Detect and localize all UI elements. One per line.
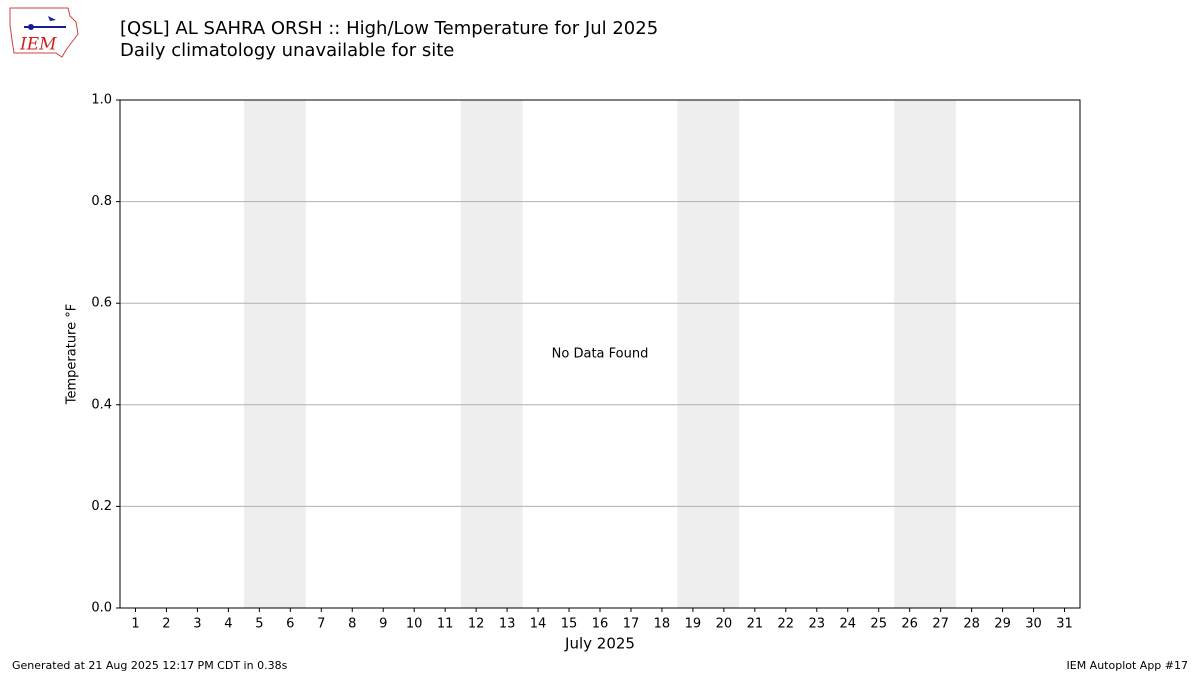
x-tick-label: 28 [963,617,980,632]
x-tick-label: 21 [747,617,764,632]
x-tick-label: 30 [1025,617,1042,632]
logo: IEM [9,7,79,58]
footer-right: IEM Autoplot App #17 [1067,659,1189,672]
x-tick-label: 19 [685,617,702,632]
weekend-band [243,100,306,608]
y-tick-label: 0.8 [91,194,112,209]
weekend-band [894,100,957,608]
x-tick-label: 23 [809,617,826,632]
x-axis-label: July 2025 [564,635,635,653]
x-tick-label: 14 [530,617,547,632]
logo-text: IEM [19,35,57,55]
x-tick-label: 1 [131,617,139,632]
logo-dot [28,24,34,30]
x-tick-label: 13 [499,617,516,632]
y-tick-label: 1.0 [91,93,112,108]
chart-subtitle: Daily climatology unavailable for site [120,40,454,61]
x-tick-label: 27 [932,617,949,632]
y-tick-label: 0.0 [91,601,112,616]
x-tick-label: 16 [592,617,609,632]
y-tick-label: 0.4 [91,397,112,412]
x-tick-label: 2 [162,617,170,632]
x-tick-label: 11 [437,617,454,632]
x-tick-label: 15 [561,617,578,632]
weekend-band [460,100,523,608]
x-tick-label: 12 [468,617,485,632]
x-tick-label: 24 [839,617,856,632]
y-tick-label: 0.2 [91,499,112,514]
x-tick-label: 4 [224,617,232,632]
x-tick-label: 31 [1056,617,1073,632]
x-tick-label: 17 [623,617,640,632]
x-tick-label: 18 [654,617,671,632]
x-tick-label: 3 [193,617,201,632]
x-tick-label: 6 [286,617,294,632]
x-tick-label: 8 [348,617,356,632]
x-tick-label: 20 [716,617,733,632]
chart-title: [QSL] AL SAHRA ORSH :: High/Low Temperat… [120,18,658,39]
logo-outline [9,7,79,58]
x-tick-label: 29 [994,617,1011,632]
logo-flag [48,16,56,21]
x-tick-label: 25 [870,617,887,632]
x-tick-label: 10 [406,617,423,632]
annotation: No Data Found [552,347,649,362]
y-axis-label: Temperature °F [65,304,80,405]
x-tick-label: 5 [255,617,263,632]
y-tick-label: 0.6 [91,296,112,311]
plot-frame [119,99,1081,609]
x-tick-label: 22 [778,617,795,632]
weekend-band [677,100,740,608]
x-tick-label: 7 [317,617,325,632]
footer-left: Generated at 21 Aug 2025 12:17 PM CDT in… [12,659,288,672]
x-tick-label: 26 [901,617,918,632]
x-tick-label: 9 [379,617,387,632]
